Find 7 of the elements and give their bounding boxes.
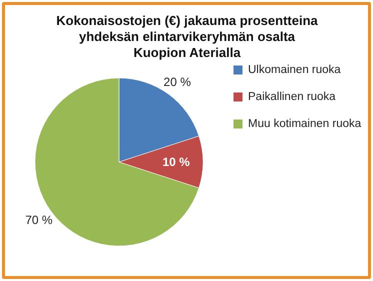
legend-label: Ulkomainen ruoka [248,64,342,76]
chart-title: Kokonaisostojen (€) jakauma prosentteina yhdeksän elintarvikeryhmän osalta Kuopion Aterialla [56,13,319,60]
data-label: 70 % [25,213,53,228]
legend-label: Muu kotimainen ruoka [248,118,362,130]
data-label: 10 % [162,155,190,169]
data-label: 20 % [164,74,192,89]
legend-label: Paikallinen ruoka [248,91,336,103]
